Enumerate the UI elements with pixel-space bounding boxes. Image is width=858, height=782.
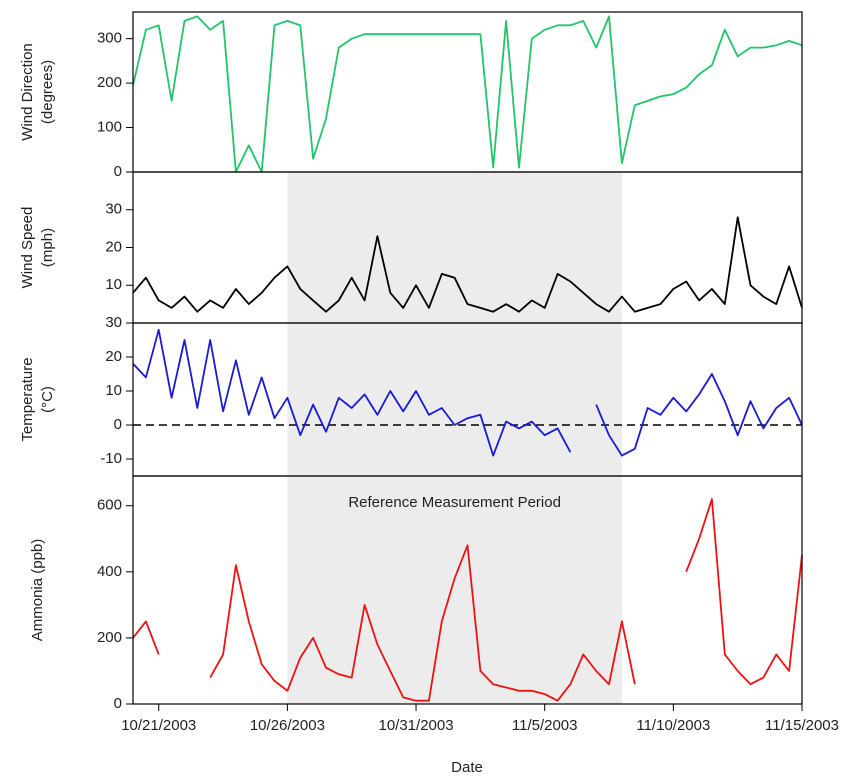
- y-tick-label: 600: [97, 497, 122, 514]
- y-tick-label: 0: [114, 695, 122, 712]
- y-tick-label: 0: [114, 416, 122, 433]
- panel-frame: [132, 475, 803, 705]
- data-line: [132, 216, 803, 313]
- y-axis-label: (mph): [39, 228, 56, 267]
- y-tick-label: 30: [105, 314, 122, 331]
- data-line: [132, 15, 803, 173]
- y-tick-label: 400: [97, 563, 122, 580]
- y-axis-label: Temperature: [19, 357, 36, 441]
- y-tick-label: 300: [97, 30, 122, 47]
- y-tick-label: 100: [97, 119, 122, 136]
- y-tick-label: 200: [97, 74, 122, 91]
- x-tick-label: 11/15/2003: [765, 717, 839, 734]
- reference-period-shade: [287, 476, 622, 704]
- y-axis-label: Wind Speed: [19, 207, 36, 289]
- y-tick-label: 0: [114, 163, 122, 180]
- y-tick-label: -10: [100, 450, 122, 467]
- y-axis-label: Ammonia (ppb): [29, 539, 46, 642]
- y-axis-label: Wind Direction: [19, 43, 36, 141]
- reference-period-shade: [287, 323, 622, 476]
- x-tick-label: 10/31/2003: [378, 717, 453, 734]
- data-line: [132, 498, 803, 702]
- data-line: [132, 328, 803, 457]
- y-axis-label: (°C): [39, 386, 56, 413]
- x-axis-label: Date: [451, 759, 483, 776]
- reference-period-shade: [287, 172, 622, 323]
- annotation: Reference Measurement Period: [348, 494, 561, 511]
- x-tick-label: 11/5/2003: [512, 717, 578, 734]
- y-tick-label: 200: [97, 629, 122, 646]
- x-tick-label: 10/21/2003: [121, 717, 196, 734]
- y-tick-label: 10: [105, 382, 122, 399]
- y-tick-label: 10: [105, 276, 122, 293]
- y-axis-label: (degrees): [39, 60, 56, 124]
- x-tick-label: 10/26/2003: [250, 717, 325, 734]
- y-tick-label: 20: [105, 238, 122, 255]
- x-tick-label: 11/10/2003: [636, 717, 710, 734]
- y-tick-label: 20: [105, 348, 122, 365]
- y-tick-label: 30: [105, 201, 122, 218]
